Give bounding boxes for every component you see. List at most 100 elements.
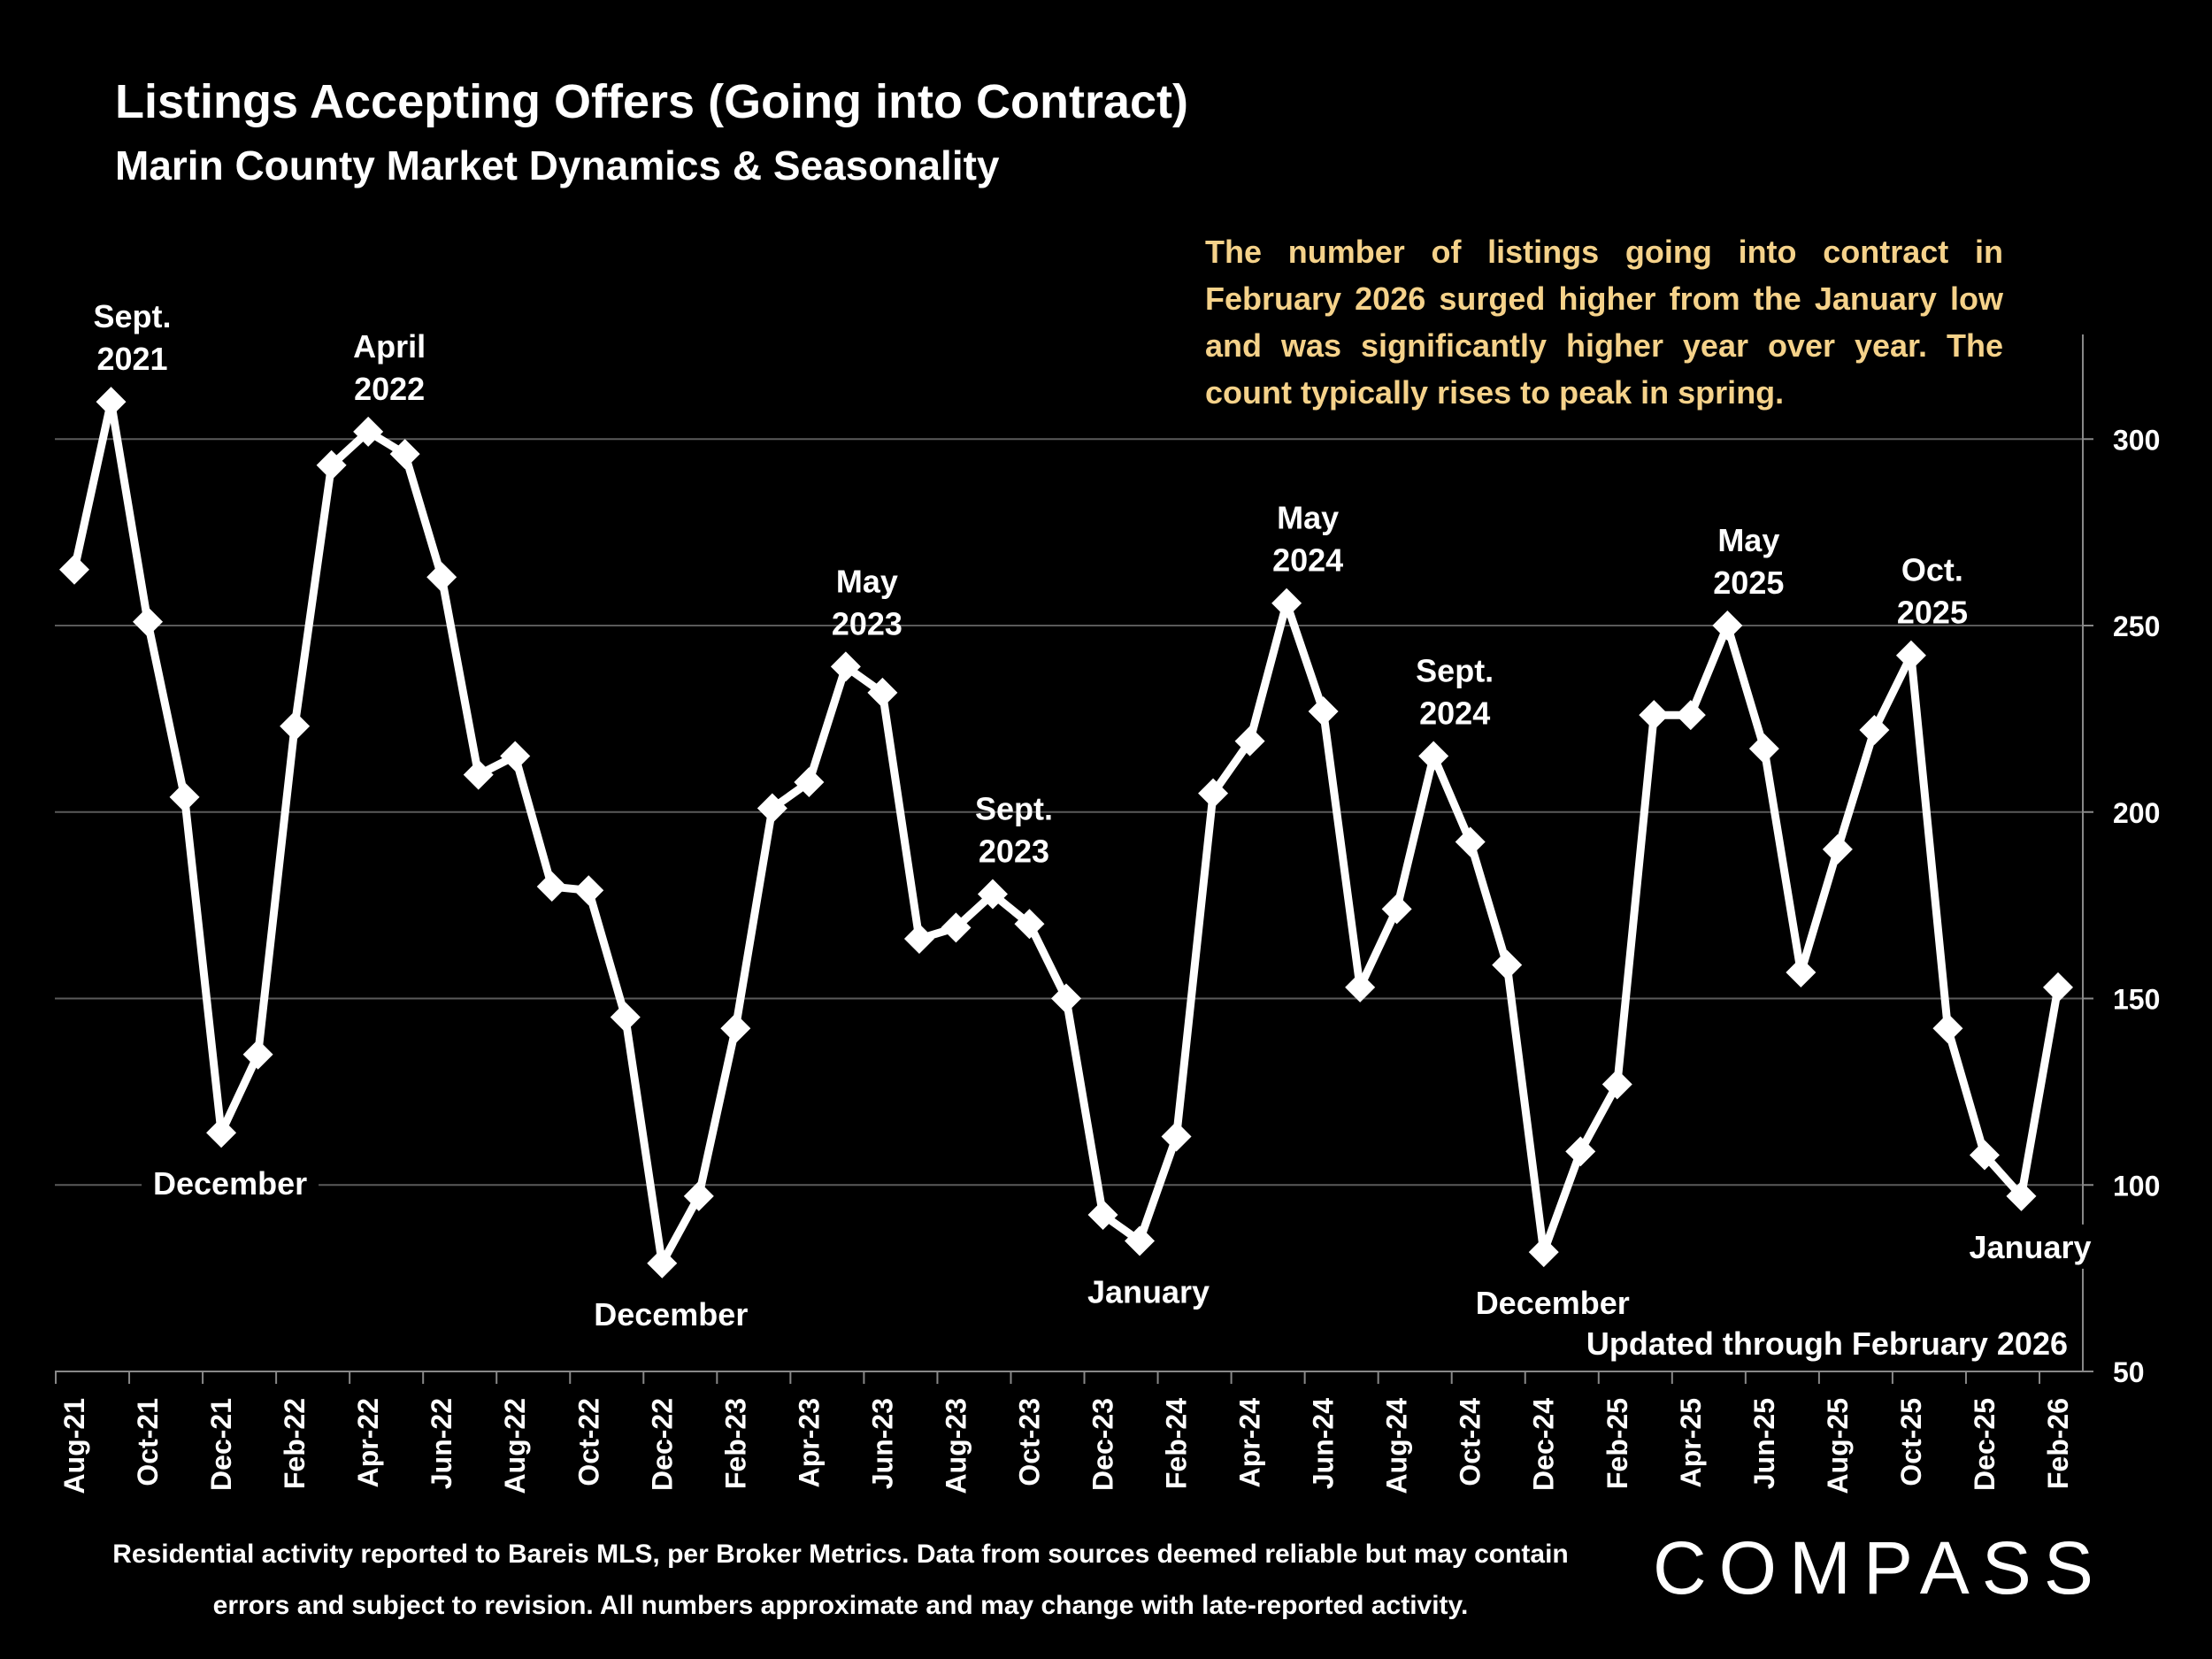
data-point-Oct-24 [1455, 826, 1486, 857]
commentary-note: The number of listings going into contra… [1205, 234, 2003, 411]
annotation-backdrop [582, 1291, 760, 1336]
data-point-Jan-24 [1125, 1225, 1156, 1256]
y-tick-label: 300 [2113, 424, 2160, 456]
annotation-text: 2025 [1713, 565, 1784, 601]
data-point-Aug-23 [941, 912, 972, 943]
x-tick-label: Dec-23 [1087, 1398, 1119, 1491]
x-tick-label: Jun-25 [1748, 1398, 1780, 1489]
updated-label: Updated through February 2026 [1586, 1325, 2068, 1362]
data-point-Oct-25 [1895, 640, 1926, 671]
annotation-text: 2023 [832, 605, 902, 641]
x-tick-label: Feb-23 [719, 1398, 751, 1489]
annotation: Sept. 2021 [94, 298, 172, 377]
data-point-Feb-24 [1161, 1121, 1192, 1152]
x-tick-label: Aug-24 [1381, 1398, 1413, 1494]
data-point-Jan-25 [1565, 1136, 1596, 1167]
annotation: January [1060, 1269, 1238, 1314]
data-point-Apr-25 [1675, 700, 1706, 731]
annotation-text: May [1277, 500, 1339, 536]
x-tick-label: Dec-25 [1969, 1398, 2001, 1491]
x-tick-label: Jun-24 [1308, 1398, 1340, 1489]
x-tick-label: Aug-23 [940, 1398, 972, 1494]
data-point-Jul-24 [1345, 972, 1376, 1002]
x-tick-label: Oct-23 [1013, 1398, 1045, 1486]
x-tick-label: Aug-25 [1822, 1398, 1854, 1494]
annotation-text: Sept. [975, 790, 1053, 826]
x-tick-label: Dec-22 [646, 1398, 678, 1491]
data-point-Jan-22 [242, 1039, 273, 1070]
x-tick-label: Dec-21 [205, 1398, 237, 1491]
annotations: Sept. 2021 April 2022 December May 2023 Sept. 20… [94, 298, 2119, 1336]
data-point-Feb-22 [280, 710, 311, 741]
annotation: May 2024 [1272, 500, 1343, 579]
annotation-backdrop [1060, 1269, 1238, 1314]
annotation: Sept. 2024 [1416, 653, 1494, 732]
data-point-Apr-22 [353, 416, 384, 447]
data-point-Nov-23 [1051, 983, 1081, 1014]
y-tick-label: 100 [2113, 1170, 2160, 1202]
x-tick-label: Feb-26 [2042, 1398, 2074, 1489]
data-point-Jul-23 [903, 924, 934, 955]
data-point-Jan-23 [683, 1180, 714, 1211]
x-tick-label: Aug-21 [58, 1398, 90, 1494]
source-footnote: Residential activity reported to Bareis … [112, 1540, 1569, 1620]
annotation: May 2023 [832, 563, 902, 641]
annotation: April 2022 [353, 328, 426, 407]
x-tick-label: Dec-24 [1528, 1398, 1560, 1491]
data-point-Mar-25 [1639, 700, 1670, 731]
data-point-May-24 [1271, 588, 1302, 618]
annotation-text: 2022 [354, 371, 425, 407]
data-point-Oct-23 [1014, 909, 1045, 940]
x-tick-label: Feb-22 [279, 1398, 311, 1489]
data-point-May-25 [1712, 611, 1743, 641]
data-point-Apr-23 [794, 767, 825, 798]
data-point-Nov-24 [1492, 949, 1523, 980]
chart-title: Listings Accepting Offers (Going into Co… [115, 75, 1188, 128]
annotation-backdrop [142, 1161, 319, 1206]
data-point-Aug-22 [500, 741, 531, 772]
data-point-May-23 [830, 651, 861, 682]
data-point-Jul-22 [463, 759, 494, 790]
data-point-Apr-24 [1234, 726, 1265, 757]
annotation-text: December [1476, 1285, 1630, 1321]
annotation-text: December [594, 1296, 748, 1333]
data-point-Dec-23 [1087, 1199, 1118, 1230]
x-tick-label: Apr-22 [352, 1398, 384, 1487]
data-point-May-22 [389, 439, 420, 470]
y-tick-label: 150 [2113, 984, 2160, 1016]
annotation-backdrop [1941, 1224, 2119, 1269]
chart-subtitle: Marin County Market Dynamics & Seasonali… [115, 142, 1000, 188]
data-point-Dec-24 [1528, 1237, 1559, 1268]
x-tick-label: Jun-22 [426, 1398, 457, 1489]
x-tick-label: Jun-23 [866, 1398, 898, 1489]
y-tick-label: 50 [2113, 1356, 2145, 1388]
annotation-text: January [1969, 1229, 2091, 1265]
data-point-Sep-23 [977, 879, 1008, 910]
data-point-Dec-22 [647, 1248, 678, 1279]
gridlines [55, 438, 2083, 1187]
annotation-text: May [1717, 522, 1779, 558]
y-tick-label: 200 [2113, 797, 2160, 829]
data-point-Feb-25 [1601, 1069, 1632, 1100]
data-point-Jan-26 [2006, 1180, 2037, 1211]
annotation: May 2025 [1713, 522, 1784, 601]
data-point-Mar-23 [757, 793, 787, 824]
data-point-Mar-24 [1198, 778, 1229, 809]
annotation-text: Sept. [1416, 653, 1494, 689]
data-point-Jun-24 [1308, 695, 1339, 726]
x-tick-label: Oct-25 [1895, 1398, 1927, 1486]
data-point-Dec-25 [1969, 1140, 2000, 1171]
data-point-Oct-22 [573, 875, 604, 906]
annotation-text: 2021 [96, 341, 167, 377]
annotation-text: January [1087, 1273, 1210, 1310]
data-point-Jun-25 [1748, 733, 1779, 764]
annotation-text: December [153, 1165, 307, 1202]
data-point-Sep-21 [96, 387, 127, 418]
data-point-Sep-22 [536, 872, 567, 902]
data-point-Oct-21 [133, 606, 164, 637]
x-tick-label: Oct-22 [572, 1398, 604, 1486]
data-point-Dec-21 [206, 1118, 237, 1148]
data-point-Nov-22 [610, 1002, 641, 1033]
annotation-text: 2024 [1419, 695, 1490, 732]
